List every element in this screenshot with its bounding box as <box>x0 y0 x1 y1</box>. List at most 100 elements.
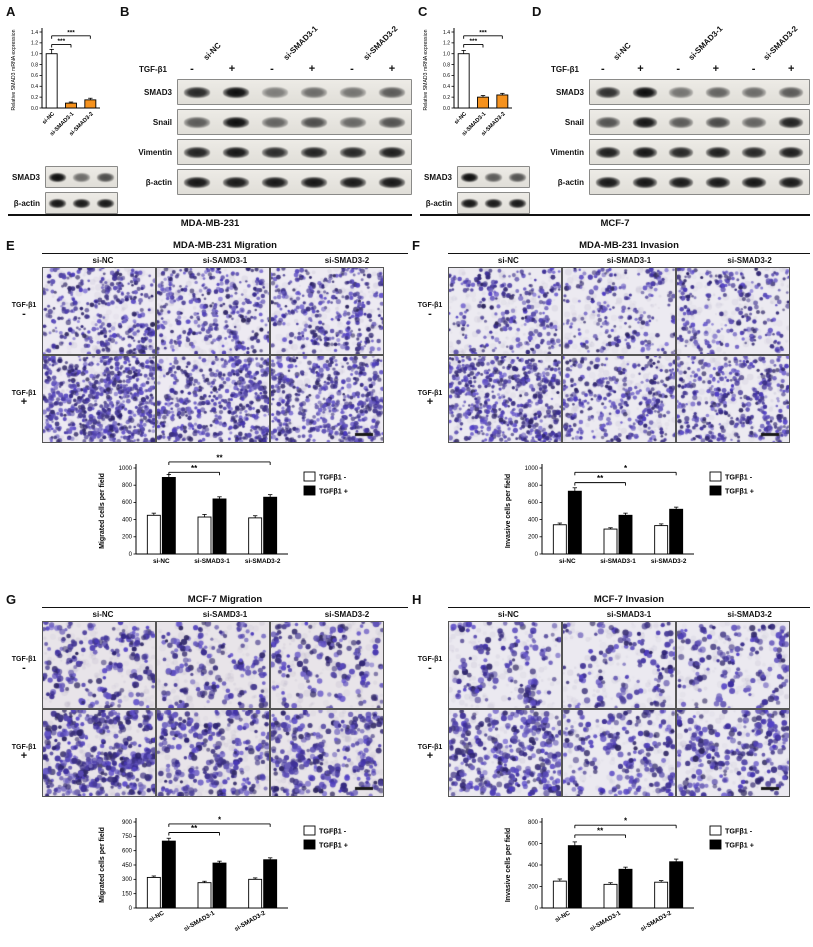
svg-text:600: 600 <box>122 500 133 506</box>
micrograph <box>448 355 562 443</box>
svg-text:si-NC: si-NC <box>148 909 166 923</box>
svg-text:0.0: 0.0 <box>443 106 450 112</box>
row-labels: TGF-β1 - TGF-β1 + <box>412 267 448 443</box>
blot-row-label: Vimentin <box>138 147 172 157</box>
blot-row-label: β-actin <box>425 198 452 208</box>
protein-band <box>223 146 250 158</box>
micrograph-grid <box>42 267 384 443</box>
svg-text:0: 0 <box>535 906 539 912</box>
column-headers: si-NC si-SAMD3-1 si-SMAD3-2 <box>42 256 408 265</box>
protein-band <box>73 198 90 208</box>
panel-title: MDA-MB-231 Migration <box>173 240 277 251</box>
treatment-sign: + <box>228 63 236 75</box>
column-header: si-NC <box>497 610 519 619</box>
micrograph <box>270 621 384 709</box>
svg-text:***: *** <box>67 29 75 36</box>
svg-text:0.6: 0.6 <box>443 73 450 79</box>
protein-band <box>778 176 803 188</box>
svg-text:1.0: 1.0 <box>31 52 38 58</box>
svg-text:TGFβ1 +: TGFβ1 + <box>725 841 754 850</box>
svg-text:800: 800 <box>528 820 539 826</box>
column-headers: si-NC si-SAMD3-1 si-SMAD3-2 <box>42 610 408 619</box>
panel-h: H MCF-7 Invasion si-NC si-SMAD3-1 si-SMA… <box>412 592 810 936</box>
divider-line <box>448 253 810 254</box>
column-header: si-SMAD3-2 <box>727 610 772 619</box>
svg-text:600: 600 <box>528 500 539 506</box>
micrograph <box>42 621 156 709</box>
micrograph <box>448 709 562 797</box>
svg-text:800: 800 <box>122 483 133 489</box>
treatment-sign: - <box>676 63 681 75</box>
blot-row: SMAD3 <box>532 79 810 105</box>
svg-text:Migrated cells per field: Migrated cells per field <box>99 827 106 903</box>
migration-bar-chart-mda: 0 200 400 600 800 1000 si-NC si-SMAD3-1 si-SMAD3… <box>99 453 348 565</box>
protein-band <box>339 116 366 128</box>
svg-text:150: 150 <box>122 891 133 897</box>
protein-band <box>300 176 327 188</box>
micrograph <box>448 267 562 355</box>
treatment-sign: + <box>308 63 316 75</box>
protein-band <box>632 146 657 158</box>
column-header: si-SAMD3-1 <box>202 610 248 619</box>
blot-strip <box>589 169 810 195</box>
panel-title: MCF-7 Invasion <box>593 594 665 605</box>
blot-row: β-actin <box>120 169 412 195</box>
svg-text:*: * <box>624 817 628 826</box>
panel-c: C 0.0 0.2 0.4 0.6 0.8 1.0 1.2 1.4 si-NC si-SMAD3-… <box>418 4 530 218</box>
svg-text:**: ** <box>191 464 198 473</box>
protein-band <box>742 86 767 98</box>
panel-e: E MDA-MB-231 Migration si-NC si-SAMD3-1 … <box>6 238 408 582</box>
svg-text:900: 900 <box>122 820 133 826</box>
western-blot-mda: si-NC si-SMAD3-1 si-SMAD3-2 TGF-β1 - + - + - + … <box>120 6 412 195</box>
column-header: si-SAMD3-1 <box>202 256 248 265</box>
protein-band <box>96 198 114 208</box>
protein-band <box>596 176 621 188</box>
row-label: TGF-β1 + <box>11 390 37 408</box>
protein-band <box>742 176 767 188</box>
protein-band <box>49 172 67 182</box>
svg-text:0.8: 0.8 <box>443 62 450 68</box>
micrograph <box>676 621 790 709</box>
micrograph <box>156 709 270 797</box>
panel-label-g: G <box>6 592 17 607</box>
group-label: si-NC <box>201 40 223 62</box>
blot-row-label: SMAD3 <box>11 172 40 182</box>
row-label: TGF-β1 + <box>417 744 443 762</box>
column-header: si-SMAD3-2 <box>324 256 370 265</box>
divider-line <box>448 607 810 608</box>
micrograph <box>42 355 156 443</box>
svg-text:600: 600 <box>122 848 133 854</box>
column-header: si-NC <box>92 256 114 265</box>
treatment-sign: - <box>751 63 756 75</box>
svg-text:**: ** <box>216 453 223 462</box>
panel-label-b: B <box>120 4 130 19</box>
blot-strip <box>177 109 412 135</box>
protein-band <box>596 116 621 128</box>
blot-row-label: β-actin <box>557 177 584 187</box>
svg-text:Relative SMAD3 mRNA expression: Relative SMAD3 mRNA expression <box>423 29 429 110</box>
panel-d: D si-NC si-SMAD3-1 si-SMAD3-2 TGF-β1 - + - + -… <box>532 4 810 199</box>
treatment-sign: + <box>388 63 396 75</box>
panel-label-d: D <box>532 4 542 19</box>
svg-text:750: 750 <box>122 834 133 840</box>
protein-band <box>596 86 621 98</box>
svg-text:400: 400 <box>528 863 539 869</box>
svg-text:si-SMAD3-1: si-SMAD3-1 <box>600 558 636 565</box>
blot-row-label: Snail <box>564 117 584 127</box>
panel-label-e: E <box>6 238 15 253</box>
treatment-sign: - <box>601 63 605 75</box>
row-labels: TGF-β1 - TGF-β1 + <box>6 267 42 443</box>
tgf-treatment-row: TGF-β1 - + - + - + <box>120 62 412 77</box>
svg-text:400: 400 <box>122 517 133 523</box>
divider-line <box>42 253 408 254</box>
mrna-bar-chart-mda: 0.00.20.40.60.81.01.21.4si-NCsi-SMAD3-1s… <box>11 28 100 137</box>
svg-text:TGFβ1 -: TGFβ1 - <box>319 827 347 836</box>
svg-text:si-SMAD3-2: si-SMAD3-2 <box>245 558 281 565</box>
blot-row: β-actin <box>6 192 118 214</box>
blot-strip <box>177 79 412 105</box>
group-label: si-SMAD3-1 <box>281 24 320 62</box>
protein-band <box>742 116 767 128</box>
protein-band <box>705 86 730 98</box>
protein-band <box>705 116 730 128</box>
protein-band <box>778 146 803 158</box>
